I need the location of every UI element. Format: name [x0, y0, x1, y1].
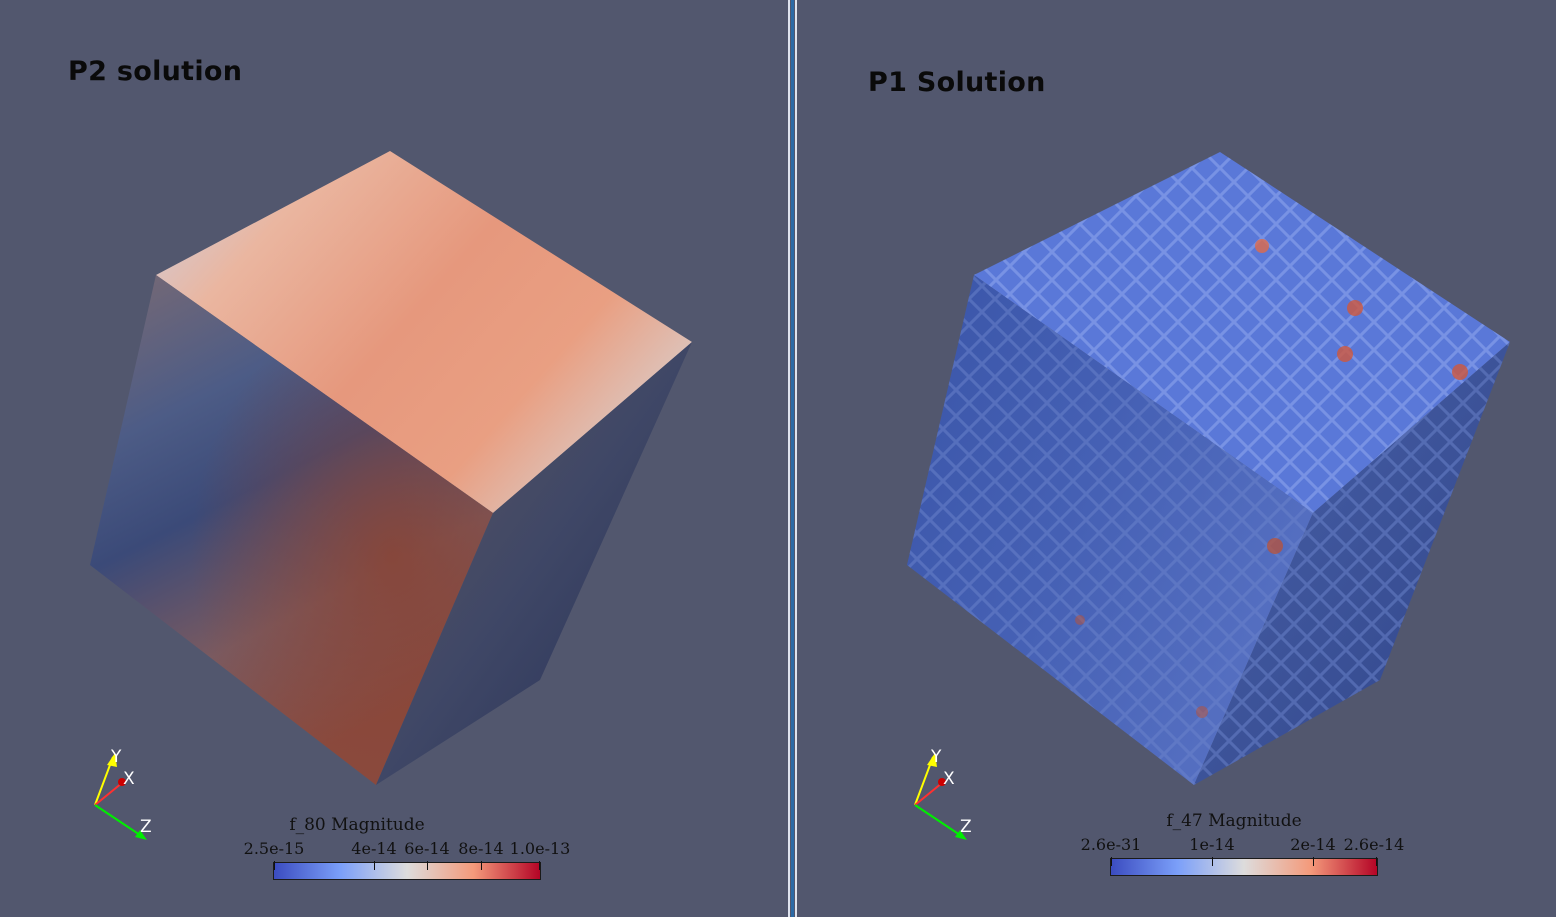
- color-legend[interactable]: f_80 Magnitude 2.5e-15 4e-14 6e-14 8e-14…: [244, 815, 570, 895]
- axis-z-label: Z: [140, 817, 152, 837]
- axis-y-label: Y: [931, 747, 942, 767]
- legend-tick: 2e-14: [1290, 835, 1336, 854]
- legend-tick: 6e-14: [404, 839, 450, 858]
- cube-mesh[interactable]: [0, 0, 786, 917]
- view-splitter[interactable]: [786, 0, 800, 917]
- axis-z-label: Z: [960, 817, 972, 837]
- color-legend[interactable]: f_47 Magnitude 2.6e-31 1e-14 2e-14 2.6e-…: [1081, 811, 1404, 891]
- view-title: P1 Solution: [868, 67, 1046, 98]
- legend-tick: 2.5e-15: [243, 839, 305, 858]
- colorbar: [1110, 858, 1378, 876]
- legend-tick: 1.0e-13: [509, 839, 571, 858]
- orientation-axes: Y X Z: [85, 745, 175, 850]
- legend-tick: 4e-14: [351, 839, 397, 858]
- render-view-right[interactable]: P1 Solution: [800, 0, 1556, 917]
- cube-mesh[interactable]: [800, 0, 1556, 917]
- legend-tick: 1e-14: [1189, 835, 1235, 854]
- axis-y-label: Y: [111, 747, 122, 767]
- legend-tick: 2.6e-31: [1080, 835, 1142, 854]
- legend-tick: 8e-14: [458, 839, 504, 858]
- legend-title: f_80 Magnitude: [289, 815, 425, 835]
- axis-x-label: X: [943, 769, 955, 789]
- legend-title: f_47 Magnitude: [1166, 811, 1302, 831]
- orientation-axes: Y X Z: [905, 745, 995, 850]
- axis-x-label: X: [123, 769, 135, 789]
- colorbar: [273, 862, 541, 880]
- view-title: P2 solution: [68, 56, 243, 87]
- legend-tick: 2.6e-14: [1343, 835, 1405, 854]
- render-view-left[interactable]: P2 solution: [0, 0, 786, 917]
